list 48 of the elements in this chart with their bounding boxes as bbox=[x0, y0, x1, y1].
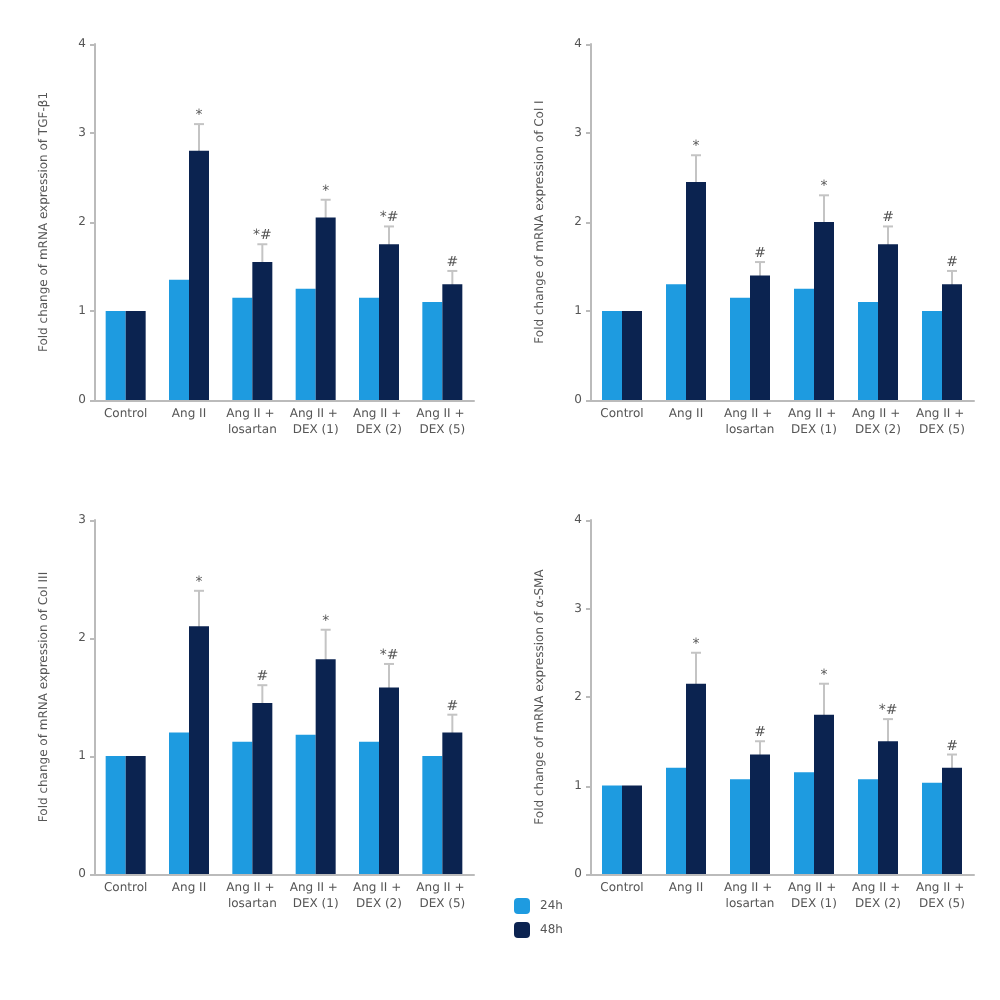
bar bbox=[794, 772, 814, 874]
bar bbox=[922, 782, 942, 874]
bar bbox=[295, 734, 316, 874]
bar bbox=[858, 302, 878, 400]
bar bbox=[379, 687, 399, 874]
bar bbox=[814, 222, 834, 400]
bar bbox=[686, 181, 706, 400]
bar bbox=[750, 275, 770, 400]
bar bbox=[232, 297, 253, 400]
bar bbox=[666, 284, 686, 400]
bar bbox=[602, 785, 622, 874]
bar bbox=[794, 288, 814, 400]
bar bbox=[442, 732, 463, 874]
bar bbox=[125, 311, 146, 400]
bar bbox=[189, 150, 209, 400]
bar bbox=[105, 756, 126, 874]
bar bbox=[252, 262, 273, 400]
bar bbox=[169, 279, 189, 400]
bar bbox=[125, 756, 146, 874]
bar bbox=[602, 311, 622, 400]
bar bbox=[422, 756, 443, 874]
bar bbox=[252, 702, 273, 874]
bar bbox=[379, 244, 399, 400]
bar bbox=[666, 767, 686, 874]
bar bbox=[295, 288, 316, 400]
bar bbox=[942, 284, 962, 400]
bar bbox=[315, 659, 336, 874]
bar bbox=[686, 683, 706, 874]
bar bbox=[422, 302, 443, 400]
bar bbox=[232, 741, 253, 874]
bar bbox=[730, 779, 750, 874]
bar bbox=[750, 754, 770, 874]
bar bbox=[359, 297, 379, 400]
bar bbox=[315, 217, 336, 400]
bar bbox=[622, 785, 642, 874]
bar bbox=[105, 311, 126, 400]
bar bbox=[189, 626, 209, 874]
bar bbox=[730, 297, 750, 400]
bar bbox=[922, 311, 942, 400]
bar bbox=[814, 714, 834, 874]
bar bbox=[622, 311, 642, 400]
bar bbox=[858, 779, 878, 874]
bar bbox=[442, 284, 463, 400]
bar bbox=[878, 741, 898, 874]
bar bbox=[359, 741, 379, 874]
bar bbox=[169, 732, 189, 874]
bar bbox=[942, 767, 962, 874]
bar bbox=[878, 244, 898, 400]
